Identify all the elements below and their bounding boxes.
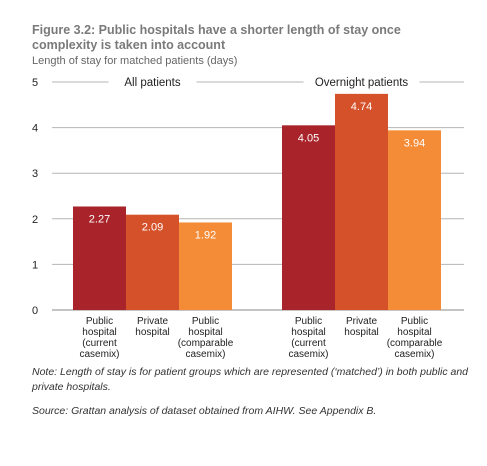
y-tick-label: 4 xyxy=(32,123,38,135)
bar xyxy=(126,214,179,310)
chart-note: Note: Length of stay is for patient grou… xyxy=(32,366,469,393)
x-tick-label: hospital xyxy=(397,327,431,338)
x-tick-label: (current xyxy=(82,338,117,349)
y-axis-ticks: 0 1 2 3 4 5 xyxy=(32,77,38,317)
x-tick-label: Public xyxy=(192,316,219,327)
x-tick-label: casemix) xyxy=(288,349,328,360)
chart-source: Source: Grattan analysis of dataset obta… xyxy=(32,405,377,417)
bar xyxy=(282,125,335,310)
bar xyxy=(179,222,232,310)
data-label: 3.94 xyxy=(404,137,425,149)
y-tick-label: 0 xyxy=(32,305,38,317)
bar xyxy=(388,130,441,310)
group-label: Overnight patients xyxy=(315,77,409,89)
data-label: 2.27 xyxy=(89,213,110,225)
x-tick-label: Public xyxy=(86,316,113,327)
y-tick-label: 2 xyxy=(32,214,38,226)
y-tick-label: 1 xyxy=(32,259,38,271)
chart-subtitle: Length of stay for matched patients (day… xyxy=(32,55,238,67)
x-tick-label: hospital xyxy=(82,327,116,338)
x-tick-label: (comparable xyxy=(387,338,443,349)
data-label: 2.09 xyxy=(142,222,163,234)
x-tick-label: hospital xyxy=(135,327,169,338)
data-label: 4.05 xyxy=(298,132,319,144)
x-tick-label: hospital xyxy=(188,327,222,338)
x-axis-labels: Publichospital(currentcasemix)Privatehos… xyxy=(79,316,442,360)
bar xyxy=(335,93,388,310)
data-label: 1.92 xyxy=(195,229,216,241)
chart-title: Figure 3.2: Public hospitals have a shor… xyxy=(32,23,401,52)
x-tick-label: Private xyxy=(346,316,378,327)
y-tick-label: 5 xyxy=(32,77,38,89)
x-tick-label: Public xyxy=(295,316,322,327)
group-label: All patients xyxy=(124,77,181,89)
x-tick-label: casemix) xyxy=(394,349,434,360)
x-tick-label: casemix) xyxy=(185,349,225,360)
x-tick-label: Private xyxy=(137,316,169,327)
value-labels: 2.27 2.09 1.92 4.05 4.74 3.94 xyxy=(89,101,425,242)
group-labels: All patients Overnight patients xyxy=(124,77,408,89)
bar xyxy=(73,206,126,310)
y-tick-label: 3 xyxy=(32,168,38,180)
x-tick-label: Public xyxy=(401,316,428,327)
data-label: 4.74 xyxy=(351,101,372,113)
x-tick-label: hospital xyxy=(291,327,325,338)
bars xyxy=(73,93,441,310)
x-tick-label: (current xyxy=(291,338,326,349)
x-tick-label: hospital xyxy=(344,327,378,338)
x-tick-label: casemix) xyxy=(79,349,119,360)
x-tick-label: (comparable xyxy=(178,338,234,349)
